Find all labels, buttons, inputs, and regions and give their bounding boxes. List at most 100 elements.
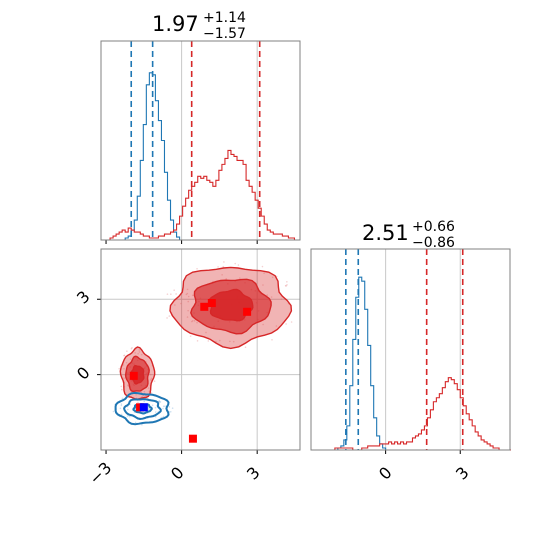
marker-red-square bbox=[243, 307, 252, 316]
title-hist-y-value: 2.51 bbox=[362, 221, 409, 245]
contour-level-blue bbox=[123, 398, 162, 421]
axes-frame bbox=[310, 248, 511, 451]
marker-red-square bbox=[129, 371, 138, 380]
scatter-point-red bbox=[130, 347, 133, 350]
scatter-point-red bbox=[285, 323, 287, 325]
scatter-point-red bbox=[263, 272, 265, 274]
contour-panel-xy bbox=[97, 248, 301, 454]
hist-y-tick-label-0: 0 bbox=[375, 463, 396, 484]
title-hist-x-minus: −1.57 bbox=[203, 26, 246, 42]
scatter-point-red bbox=[137, 401, 139, 404]
scatter-point-red bbox=[180, 302, 182, 305]
scatter-point-red bbox=[237, 264, 240, 266]
scatter-point-red bbox=[150, 392, 153, 394]
scatter-point-blue bbox=[141, 395, 143, 398]
scatter-point-red bbox=[138, 349, 141, 351]
scatter-point-blue bbox=[159, 401, 162, 403]
scatter-point-red bbox=[166, 317, 168, 319]
scatter-point-red bbox=[285, 285, 287, 287]
contour-level-blue bbox=[114, 391, 170, 426]
title-hist-x-value: 1.97 bbox=[152, 12, 199, 36]
scatter-point-red bbox=[191, 320, 193, 323]
scatter-point-red bbox=[125, 361, 128, 364]
scatter-point-blue bbox=[162, 415, 165, 418]
title-hist-y-minus: −0.86 bbox=[412, 235, 455, 251]
scatter-point-blue bbox=[151, 404, 154, 407]
scatter-point-red bbox=[187, 300, 190, 303]
scatter-point-red bbox=[196, 267, 198, 270]
scatter-point-red bbox=[284, 284, 287, 287]
scatter-point-red bbox=[225, 278, 228, 280]
scatter-point-red bbox=[137, 352, 139, 355]
scatter-point-red bbox=[123, 354, 125, 357]
scatter-point-red bbox=[232, 340, 235, 343]
scatter-point-red bbox=[170, 293, 172, 295]
scatter-point-blue bbox=[154, 406, 157, 409]
scatter-point-red bbox=[166, 293, 169, 295]
scatter-point-red bbox=[262, 284, 264, 286]
scatter-point-blue bbox=[143, 390, 146, 393]
scatter-point-blue bbox=[162, 405, 165, 408]
scatter-point-red bbox=[239, 277, 241, 279]
scatter-point-red bbox=[196, 340, 199, 342]
scatter-point-blue bbox=[121, 397, 124, 400]
scatter-point-blue bbox=[134, 421, 137, 424]
hist-y-tick-label-3: 3 bbox=[452, 463, 473, 484]
scatter-point-blue bbox=[120, 404, 123, 407]
scatter-point-red bbox=[174, 304, 176, 306]
scatter-point-red bbox=[153, 380, 156, 383]
scatter-point-red bbox=[126, 350, 128, 352]
scatter-point-red bbox=[271, 338, 273, 341]
scatter-point-red bbox=[275, 325, 278, 327]
scatter-point-red bbox=[271, 276, 274, 279]
histogram-series-blue bbox=[311, 276, 511, 451]
scatter-point-red bbox=[135, 393, 137, 396]
scatter-point-red bbox=[186, 292, 189, 295]
scatter-point-red bbox=[187, 309, 189, 312]
title-hist-x-plus: +1.14 bbox=[203, 10, 246, 26]
scatter-point-red bbox=[175, 293, 177, 295]
scatter-point-red bbox=[129, 358, 132, 360]
marker-red-square bbox=[200, 302, 209, 311]
scatter-point-blue bbox=[168, 406, 171, 408]
y-tick-label-0: 0 bbox=[73, 363, 94, 384]
scatter-point-red bbox=[189, 335, 192, 337]
scatter-point-red bbox=[207, 340, 210, 342]
scatter-point-blue bbox=[120, 403, 123, 405]
scatter-point-blue bbox=[171, 407, 174, 409]
scatter-point-blue bbox=[162, 407, 164, 410]
scatter-point-red bbox=[134, 352, 136, 354]
scatter-point-blue bbox=[154, 411, 157, 413]
scatter-point-red bbox=[196, 321, 198, 324]
scatter-point-red bbox=[150, 377, 153, 380]
contour-layer bbox=[101, 249, 300, 450]
y-tick-label-3: 3 bbox=[73, 287, 94, 308]
scatter-point-blue bbox=[112, 410, 115, 413]
scatter-point-red bbox=[138, 351, 141, 353]
scatter-point-red bbox=[149, 379, 152, 381]
scatter-point-red bbox=[218, 339, 221, 342]
histogram-series-red bbox=[311, 377, 511, 451]
scatter-point-red bbox=[286, 280, 288, 283]
scatter-point-red bbox=[187, 295, 190, 298]
histogram-panel-x bbox=[100, 40, 301, 244]
scatter-point-red bbox=[221, 273, 223, 276]
marker-blue-square bbox=[139, 403, 148, 412]
title-hist-x: 1.97 +1.14 −1.57 bbox=[152, 10, 246, 42]
scatter-point-red bbox=[266, 294, 269, 296]
scatter-point-blue bbox=[126, 415, 129, 417]
scatter-point-red bbox=[261, 265, 264, 268]
scatter-point-red bbox=[217, 266, 219, 268]
scatter-point-red bbox=[168, 315, 171, 317]
scatter-point-red bbox=[173, 289, 175, 291]
scatter-point-blue bbox=[158, 401, 161, 404]
title-hist-y-plus: +0.66 bbox=[412, 219, 455, 235]
scatter-point-red bbox=[191, 294, 194, 297]
scatter-point-red bbox=[286, 284, 288, 286]
scatter-point-red bbox=[290, 321, 293, 323]
scatter-point-red bbox=[205, 331, 207, 334]
scatter-point-red bbox=[186, 316, 189, 318]
x-tick-label-3: 3 bbox=[243, 463, 264, 484]
scatter-point-red bbox=[147, 387, 150, 389]
